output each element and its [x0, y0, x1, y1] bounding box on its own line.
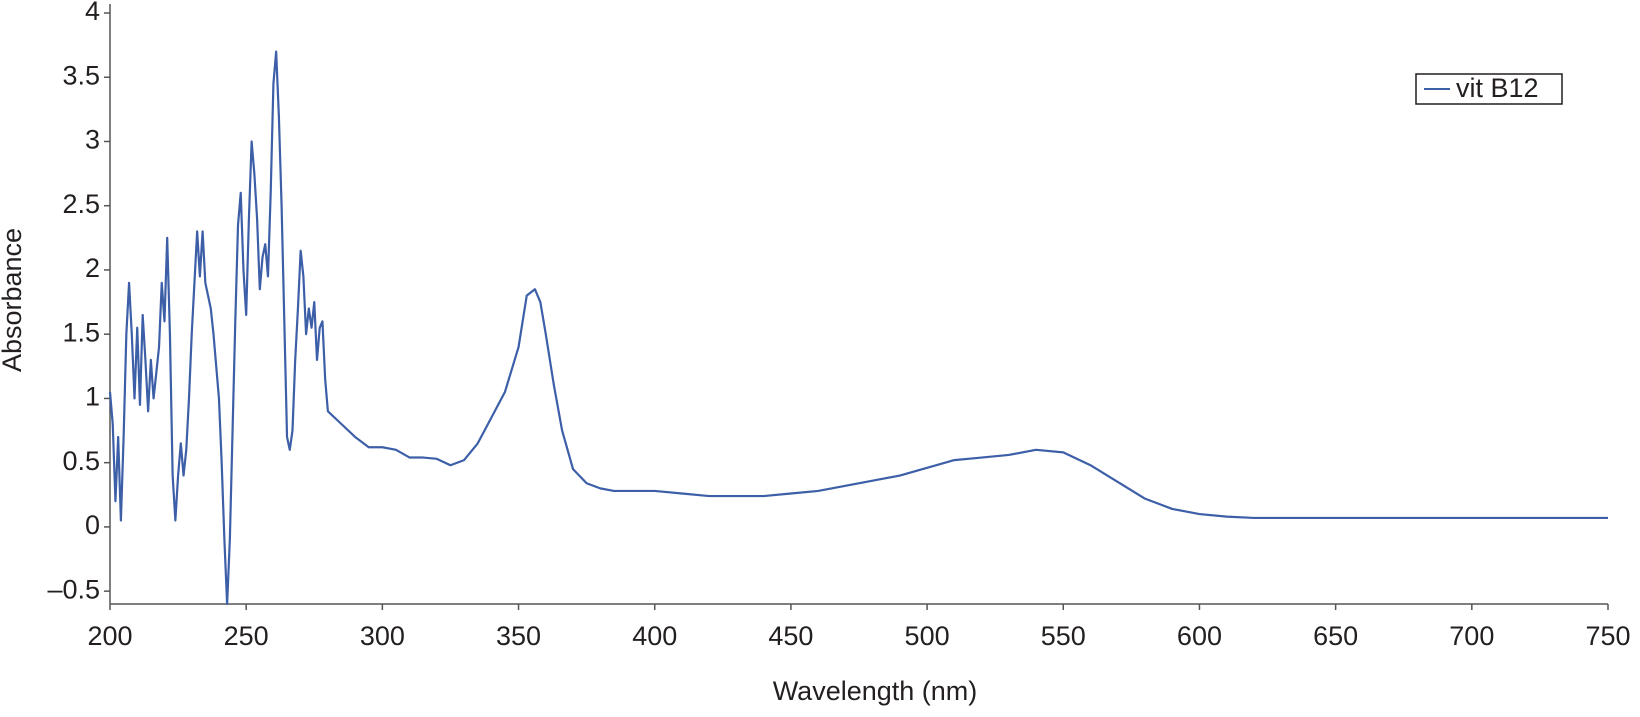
y-tick-label: 0 — [85, 510, 100, 540]
x-tick-label: 200 — [87, 621, 132, 651]
x-axis-label: Wavelength (nm) — [773, 676, 978, 706]
y-tick-label: –0.5 — [47, 574, 100, 604]
y-axis-label: Absorbance — [0, 228, 27, 372]
y-tick-label: 1.5 — [62, 317, 100, 347]
y-tick-label: 1 — [85, 382, 100, 412]
x-tick-label: 450 — [768, 621, 813, 651]
x-tick-label: 700 — [1449, 621, 1494, 651]
x-tick-label: 350 — [496, 621, 541, 651]
x-tick-label: 550 — [1041, 621, 1086, 651]
y-tick-label: 4 — [85, 0, 100, 26]
y-tick-label: 3.5 — [62, 60, 100, 90]
x-tick-label: 500 — [905, 621, 950, 651]
y-tick-label: 3 — [85, 125, 100, 155]
y-tick-label: 0.5 — [62, 446, 100, 476]
legend-label: vit B12 — [1456, 73, 1539, 103]
x-tick-label: 600 — [1177, 621, 1222, 651]
x-tick-label: 650 — [1313, 621, 1358, 651]
x-tick-label: 400 — [632, 621, 677, 651]
x-tick-label: 300 — [360, 621, 405, 651]
series-line — [108, 50, 1608, 606]
x-tick-label: 250 — [224, 621, 269, 651]
x-tick-label: 750 — [1585, 621, 1630, 651]
y-tick-label: 2 — [85, 253, 100, 283]
y-tick-label: 2.5 — [62, 189, 100, 219]
